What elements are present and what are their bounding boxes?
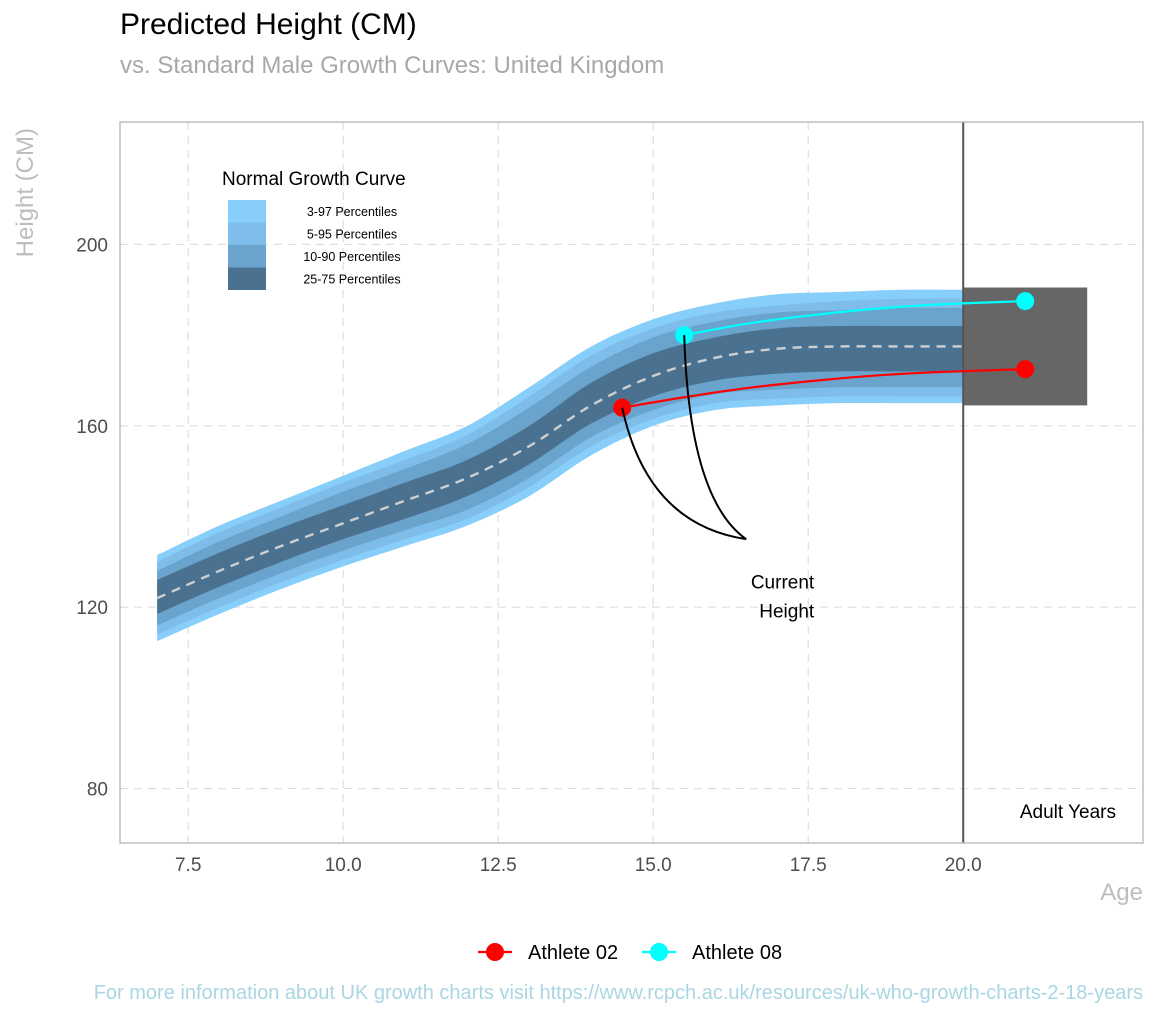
legend-label-athlete-2: Athlete 08 (692, 942, 782, 964)
median-dashed-line (156, 345, 964, 600)
band-legend-swatch (228, 267, 266, 290)
plot-border (119, 121, 1144, 844)
x-tick-label: 20.0 (945, 855, 982, 876)
x-tick-label: 7.5 (175, 855, 201, 876)
band-legend-label: 10-90 Percentiles (303, 250, 400, 264)
series-line-athlete-1 (622, 368, 1026, 409)
x-tick-label: 17.5 (790, 855, 827, 876)
x-axis-title: Age (1100, 879, 1143, 906)
x-tick-label: 10.0 (325, 855, 362, 876)
band-25-75 (157, 325, 964, 614)
adult-years-label: Adult Years (1020, 802, 1116, 823)
y-tick-label: 200 (76, 235, 108, 256)
axes: 7.5 10.0 12.5 15.0 17.5 20.0 80 120 160 200 Age Hei… (12, 128, 1143, 906)
y-tick-label: 120 (76, 598, 108, 619)
x-tick-label: 12.5 (480, 855, 517, 876)
chart-caption: For more information about UK growth cha… (93, 982, 1143, 1004)
annotation-curve-2 (683, 335, 747, 541)
current-height-annotation: Current Height (621, 335, 815, 622)
annotation-curve-1 (621, 407, 747, 541)
predicted-point-athlete-1 (1016, 360, 1035, 379)
adult-years-region: Adult Years (962, 122, 1116, 843)
y-axis-title: Height (CM) (12, 128, 39, 257)
band-legend-label: 5-95 Percentiles (307, 228, 397, 242)
y-tick-label: 80 (87, 780, 108, 801)
median-line (156, 345, 964, 600)
legend-label-athlete-1: Athlete 02 (528, 942, 618, 964)
percentile-bands (157, 289, 964, 642)
band-legend-swatch (228, 222, 266, 245)
grid-lines (120, 122, 1143, 843)
legend-marker-athlete-1 (486, 943, 504, 961)
band-legend-label: 3-97 Percentiles (307, 205, 397, 219)
x-tick-label: 15.0 (635, 855, 672, 876)
legend-marker-athlete-2 (650, 943, 668, 961)
y-tick-label: 160 (76, 417, 108, 438)
band-legend-label: 25-75 Percentiles (303, 273, 400, 287)
series-legend: Athlete 02 Athlete 08 (478, 942, 782, 964)
series-line-athlete-2 (684, 300, 1026, 337)
predicted-point-athlete-2 (1016, 292, 1035, 311)
annotation-text-current: Current (751, 572, 815, 593)
plot-frame (119, 121, 1144, 844)
annotation-text-height: Height (759, 601, 815, 622)
band-legend: Normal Growth Curve 3-97 Percentiles 5-95 … (222, 169, 406, 290)
chart-title: Predicted Height (CM) (120, 8, 417, 41)
band-legend-swatch (228, 200, 266, 223)
athlete-series (613, 292, 1035, 417)
band-legend-swatch (228, 245, 266, 268)
chart-subtitle: vs. Standard Male Growth Curves: United … (120, 52, 665, 79)
band-legend-title: Normal Growth Curve (222, 169, 406, 190)
